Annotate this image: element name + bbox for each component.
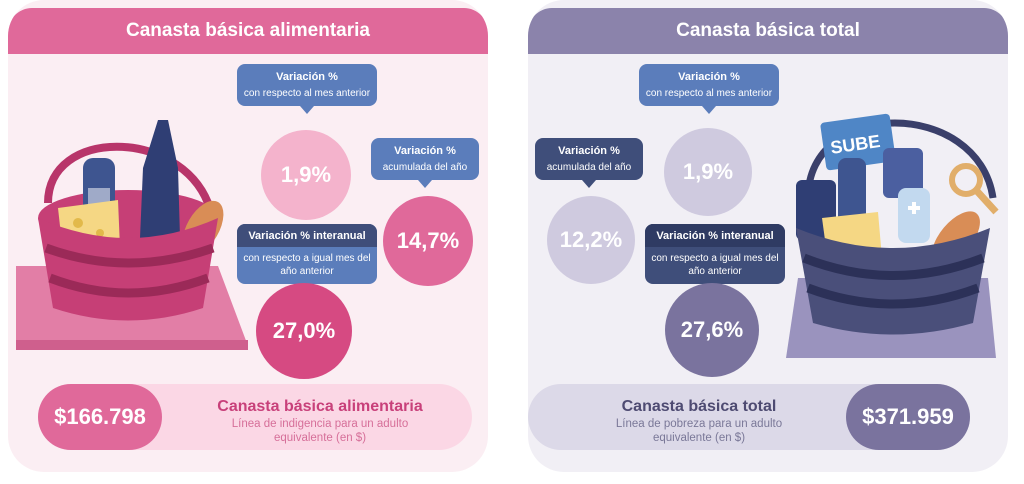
tag-variacion-mensual: Variación % con respecto al mes anterior bbox=[639, 64, 779, 114]
bar-text-left: Canasta básica alimentaria Línea de indi… bbox=[170, 397, 470, 445]
bar-text-right: Canasta básica total Línea de pobreza pa… bbox=[556, 397, 842, 445]
tag-variacion-acumulada: Variación % acumulada del año bbox=[535, 138, 643, 188]
bar-subtitle: Línea de pobreza para un adulto equivale… bbox=[615, 418, 783, 444]
amount-canasta-total: $371.959 bbox=[846, 384, 970, 450]
tag-variacion-interanual: Variación % interanual con respecto a ig… bbox=[645, 224, 785, 292]
sube-card-icon bbox=[820, 113, 896, 171]
shirt-icon bbox=[883, 148, 923, 198]
amount-canasta-alimentaria: $166.798 bbox=[38, 384, 162, 450]
value-variacion-interanual: 27,6% bbox=[665, 283, 759, 377]
basket-illustration bbox=[16, 120, 248, 350]
bar-subtitle: Línea de indigencia para un adulto equiv… bbox=[231, 418, 409, 444]
tag-variacion-acumulada: Variación % acumulada del año bbox=[371, 138, 479, 188]
tag-variacion-interanual: Variación % interanual con respecto a ig… bbox=[237, 224, 377, 292]
basket-icon bbox=[38, 218, 218, 321]
panel-title: Canasta básica total bbox=[528, 8, 1008, 54]
value-variacion-interanual: 27,0% bbox=[256, 283, 352, 379]
value-variacion-acumulada: 12,2% bbox=[547, 196, 635, 284]
bar-title: Canasta básica alimentaria bbox=[217, 398, 423, 415]
bar-title: Canasta básica total bbox=[621, 398, 777, 415]
basket-illustration: SUBE bbox=[786, 113, 999, 358]
value-variacion-mensual: 1,9% bbox=[261, 130, 351, 220]
value-variacion-mensual: 1,9% bbox=[664, 128, 752, 216]
value-variacion-acumulada: 14,7% bbox=[383, 196, 473, 286]
medicine-icon bbox=[898, 188, 930, 243]
key-icon bbox=[949, 163, 983, 197]
wine-bottle-icon bbox=[140, 120, 180, 238]
basket-icon bbox=[796, 228, 990, 335]
tag-variacion-mensual: Variación % con respecto al mes anterior bbox=[237, 64, 377, 114]
panel-title: Canasta básica alimentaria bbox=[8, 8, 488, 54]
